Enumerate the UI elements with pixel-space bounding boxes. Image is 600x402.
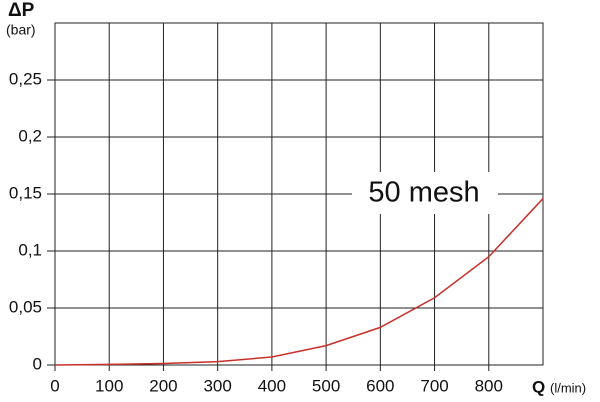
x-tick-label: 400 — [258, 376, 286, 395]
y-tick-label: 0,1 — [18, 240, 42, 259]
y-tick-label: 0,25 — [9, 69, 42, 88]
annotation: 50 mesh — [368, 177, 479, 209]
y-tick-label: 0,15 — [9, 183, 42, 202]
y-axis-unit: (bar) — [6, 22, 36, 38]
x-tick-label: 700 — [420, 376, 448, 395]
data-line — [54, 198, 544, 366]
x-tick-label: 100 — [95, 376, 123, 395]
y-axis-label: ΔP — [8, 0, 35, 21]
x-tick-label: 500 — [312, 376, 340, 395]
y-tick-label: 0,05 — [9, 297, 42, 316]
annotation-bg — [352, 172, 498, 214]
y-tick-label: 0,2 — [18, 126, 42, 145]
x-axis-unit: (l/min) — [550, 380, 586, 395]
x-tick-label: 600 — [366, 376, 394, 395]
x-tick-label: 300 — [203, 376, 231, 395]
x-tick-label: 200 — [149, 376, 177, 395]
x-tick-label: 0 — [50, 376, 59, 395]
x-axis-label: Q — [532, 377, 545, 396]
y-tick-label: 0 — [33, 354, 42, 373]
x-tick-label: 800 — [475, 376, 503, 395]
